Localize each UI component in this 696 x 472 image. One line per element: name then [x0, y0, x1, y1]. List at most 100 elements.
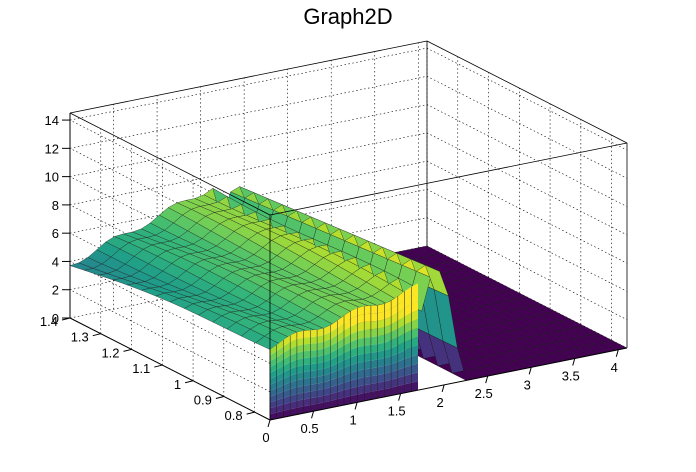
surface-wall-cell — [310, 350, 318, 358]
surface-wall-cell — [391, 353, 398, 364]
x-tick — [572, 358, 576, 366]
z-tick-label: 8 — [52, 198, 59, 213]
surface-wall-cell — [310, 383, 318, 392]
surface-wall-cell — [337, 337, 344, 350]
surface-wall-cell — [377, 334, 385, 345]
surface-wall-cell — [270, 394, 277, 403]
surface-wall-cell — [357, 393, 365, 403]
surface-wall-cell — [411, 283, 418, 296]
surface-wall-cell — [397, 359, 405, 370]
surface-wall-cell — [317, 355, 324, 364]
surface-wall-cell — [296, 385, 304, 394]
x-tick — [441, 384, 445, 393]
surface-wall-cell — [391, 345, 398, 357]
surface-wall-cell — [370, 344, 378, 353]
surface-wall-cell — [276, 372, 284, 382]
surface-wall-cell — [337, 330, 344, 343]
surface-wall-cell — [391, 329, 398, 341]
surface-wall-cell — [303, 337, 311, 345]
surface-wall-cell — [276, 410, 284, 419]
surface-wall-cell — [283, 389, 291, 398]
surface-wall-cell — [330, 392, 338, 401]
surface-wall-cell — [296, 371, 304, 381]
surface-wall-cell — [357, 314, 365, 324]
surface-wall-cell — [323, 359, 331, 369]
surface-wall-cell — [350, 370, 358, 381]
surface-wall-cell — [317, 362, 324, 371]
surface-wall-cell — [411, 381, 418, 392]
z-tick-label: 2 — [52, 283, 59, 298]
surface-wall-cell — [276, 397, 284, 407]
surface-wall-cell — [317, 348, 324, 357]
surface-wall-cell — [350, 315, 358, 327]
surface-wall-cell — [330, 377, 338, 388]
surface-wall-cell — [370, 382, 378, 392]
surface-wall-cell — [290, 394, 297, 403]
surface-wall-cell — [391, 361, 398, 372]
x-tick-label: 3 — [524, 377, 531, 392]
surface-wall-cell — [303, 330, 311, 338]
y-tick — [215, 395, 224, 399]
surface-wall-cell — [323, 339, 331, 349]
surface-wall-cell — [296, 337, 304, 346]
surface-wall-cell — [283, 375, 291, 385]
surface-wall-cell — [384, 324, 392, 335]
surface-wall-cell — [350, 386, 358, 396]
surface-wall-cell — [283, 348, 291, 360]
surface-wall-cell — [350, 355, 358, 366]
surface-wall-cell — [317, 388, 324, 398]
chart-title: Graph2D — [303, 4, 393, 29]
surface-wall-cell — [276, 365, 284, 376]
surface-wall-cell — [344, 396, 351, 406]
surface-wall-cell — [310, 343, 318, 351]
z-tick-label: 12 — [45, 141, 59, 156]
surface-wall-cell — [290, 400, 297, 410]
surface-wall-cell — [364, 305, 371, 315]
surface-wall-cell — [344, 365, 351, 376]
surface-wall-cell — [411, 301, 418, 313]
frame-edge — [426, 40, 628, 144]
surface-wall-cell — [377, 381, 385, 391]
surface-wall-cell — [290, 373, 297, 383]
grid-line-z — [69, 289, 271, 392]
y-tick-label: 1.4 — [40, 314, 58, 329]
surface-wall-cell — [270, 357, 277, 368]
surface-wall-cell — [370, 367, 378, 377]
surface-wall-cell — [370, 320, 378, 330]
surface-wall-cell — [276, 385, 284, 395]
surface-wall-cell — [384, 364, 392, 374]
surface-wall-cell — [404, 321, 412, 334]
surface-wall-cell — [303, 391, 311, 400]
x-axis-line — [269, 347, 628, 421]
surface-wall-cell — [276, 352, 284, 364]
surface-wall-cell — [397, 375, 405, 387]
surface-wall-cell — [296, 378, 304, 388]
surface-wall-cell — [384, 316, 392, 328]
surface-wall-cell — [276, 391, 284, 401]
surface-wall-cell — [296, 406, 304, 415]
surface-wall-cell — [350, 347, 358, 358]
surface-wall-cell — [290, 380, 297, 389]
y-tick-label: 0.9 — [194, 392, 212, 407]
y-tick — [154, 364, 163, 368]
x-tick — [354, 402, 358, 410]
surface-wall-cell — [357, 385, 365, 395]
surface-wall-cell — [377, 389, 385, 399]
x-tick-label: 0.5 — [300, 421, 318, 436]
surface-wall-cell — [344, 311, 351, 323]
surface-wall-cell — [411, 372, 418, 383]
surface-wall-cell — [296, 365, 304, 374]
surface-wall-cell — [270, 375, 277, 385]
surface-wall-cell — [344, 326, 351, 338]
surface-wall-cell — [344, 318, 351, 331]
surface-wall-cell — [411, 319, 418, 331]
surface-wall-cell — [303, 364, 311, 372]
surface-wall-cell — [317, 368, 324, 377]
surface-wall-cell — [411, 345, 418, 357]
x-tick-label: 1.5 — [388, 404, 406, 419]
surface-wall-cell — [344, 341, 351, 353]
surface-wall-cell — [377, 303, 385, 314]
surface-wall-cell — [270, 369, 277, 379]
surface-wall-cell — [270, 381, 277, 391]
